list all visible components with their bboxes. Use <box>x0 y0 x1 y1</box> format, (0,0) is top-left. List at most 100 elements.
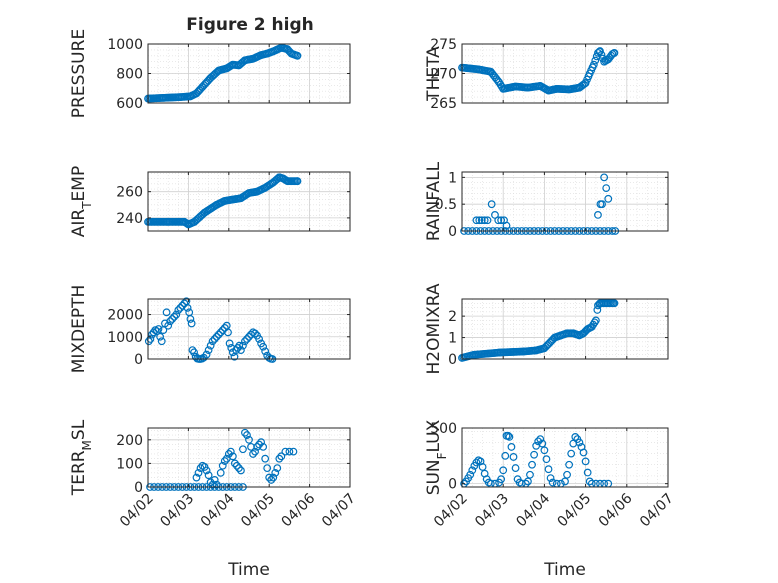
x-tick-label: 04/04 <box>198 490 238 530</box>
data-point <box>477 216 486 225</box>
data-point <box>265 473 274 482</box>
data-point <box>567 449 576 458</box>
data-point <box>202 350 211 359</box>
data-series <box>458 47 619 95</box>
y-axis-label: RAINFALL <box>424 161 444 241</box>
y-tick-label: 0 <box>448 477 457 493</box>
y-axis-label: H2OMIXRA <box>424 283 444 374</box>
data-point <box>204 346 213 355</box>
data-point <box>239 341 247 350</box>
data-series <box>144 43 302 103</box>
data-point <box>241 428 249 437</box>
y-tick-label: 1000 <box>107 37 143 53</box>
data-point <box>561 477 569 486</box>
data-point <box>478 463 487 471</box>
data-point <box>220 457 229 465</box>
y-tick-label: 0 <box>448 352 457 368</box>
data-point <box>249 450 257 458</box>
data-point <box>251 447 259 456</box>
y-tick-label: 2000 <box>107 308 143 324</box>
y-axis-label: PRESSURE <box>69 29 89 118</box>
data-point <box>164 321 173 330</box>
data-point <box>483 216 492 225</box>
data-point <box>499 466 508 475</box>
data-point <box>610 299 619 308</box>
data-point <box>487 200 496 209</box>
data-point <box>146 335 155 343</box>
data-point <box>542 455 551 464</box>
data-point <box>504 431 513 440</box>
x-tick-label: 04/05 <box>238 491 278 531</box>
y-axis-label: AIRTEMP <box>69 166 94 237</box>
y-tick-label: 1 <box>448 331 457 347</box>
y-tick-label: 0 <box>134 480 143 496</box>
data-point <box>502 221 511 230</box>
data-point <box>581 457 590 466</box>
data-point <box>241 337 249 346</box>
data-point <box>144 337 153 346</box>
data-point <box>540 446 549 455</box>
data-point <box>273 174 282 183</box>
data-point <box>245 332 253 341</box>
data-point <box>187 319 196 328</box>
y-tick-label: 240 <box>116 211 143 227</box>
data-point <box>218 461 227 470</box>
data-point <box>293 177 302 186</box>
data-point <box>255 335 264 343</box>
data-point <box>225 339 234 348</box>
axes-box <box>461 298 669 360</box>
data-point <box>208 480 217 489</box>
data-point <box>234 464 243 473</box>
x-tick-label: 04/03 <box>157 491 197 531</box>
data-point <box>224 450 233 458</box>
y-tick-label: 800 <box>116 67 143 83</box>
data-point <box>210 476 219 484</box>
y-axis-label: TERRMSL <box>69 419 94 496</box>
data-point <box>208 337 217 346</box>
data-point <box>597 50 606 59</box>
data-point <box>235 341 244 350</box>
y-tick-label: 2 <box>448 309 457 325</box>
data-point <box>602 184 611 192</box>
data-point <box>480 216 489 225</box>
data-point <box>237 466 245 475</box>
x-tick-label: 04/03 <box>472 491 512 531</box>
y-tick-label: 0 <box>448 224 457 240</box>
data-point <box>202 466 211 475</box>
data-point <box>530 450 538 459</box>
data-point <box>154 325 163 333</box>
data-point <box>212 480 221 489</box>
subplot-8: 0 500 04/02 04/03 04/04 04/05 04/06 04/07 Time SU… <box>424 419 677 580</box>
y-tick-label: 100 <box>116 456 143 472</box>
data-point <box>166 317 175 326</box>
subplot-5: 0 1000 2000 MIXDEPTH <box>69 285 351 373</box>
data-point <box>239 445 247 454</box>
y-axis-label: SUNFLUX <box>424 419 449 495</box>
data-point <box>259 342 268 351</box>
data-point <box>214 330 223 339</box>
data-point <box>232 461 241 470</box>
data-point <box>269 473 278 482</box>
data-point <box>216 328 225 337</box>
data-point <box>575 438 584 447</box>
y-axis-label: THETA <box>424 46 444 102</box>
data-point <box>151 326 160 335</box>
data-point <box>273 464 282 473</box>
data-point <box>475 216 484 225</box>
data-point <box>157 337 166 346</box>
y-tick-label: 0 <box>134 352 143 368</box>
data-point <box>190 348 198 357</box>
data-point <box>251 329 259 338</box>
data-point <box>501 451 510 460</box>
data-point <box>192 473 201 482</box>
data-series <box>144 173 302 229</box>
data-point <box>186 315 195 323</box>
data-point <box>245 435 253 444</box>
data-point <box>289 447 298 456</box>
data-point <box>594 211 602 219</box>
y-tick-label: 500 <box>430 421 457 437</box>
data-point <box>156 332 165 341</box>
data-point <box>511 464 520 472</box>
